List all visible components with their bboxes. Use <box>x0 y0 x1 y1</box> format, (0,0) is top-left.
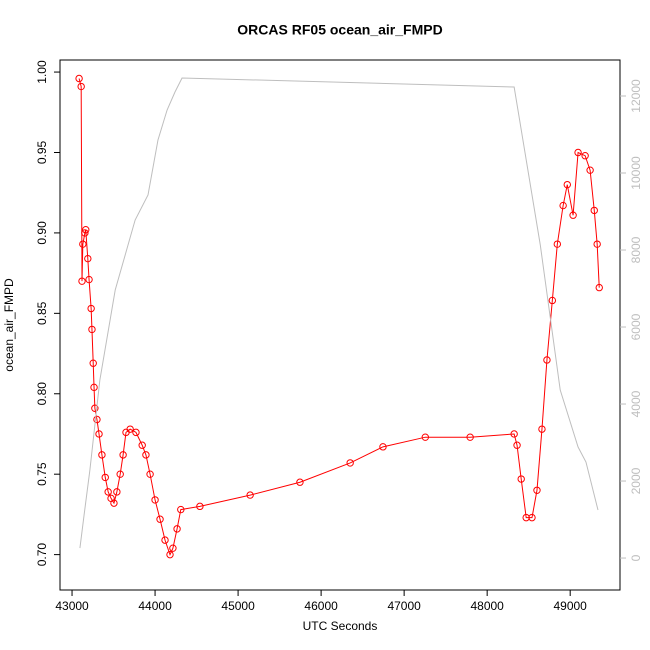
data-point <box>421 433 430 441</box>
y-tick-label: 0.75 <box>35 462 49 486</box>
data-point <box>586 166 594 174</box>
data-point <box>517 475 525 483</box>
y2-tick-label: 10000 <box>629 156 643 190</box>
data-point <box>553 240 562 248</box>
data-point <box>538 425 546 433</box>
y2-tick-label: 6000 <box>629 313 643 340</box>
data-point <box>88 325 96 334</box>
data-point <box>119 451 127 459</box>
y2-tick-label: 2000 <box>629 467 643 494</box>
x-tick-label: 49000 <box>553 599 587 613</box>
data-line <box>78 78 600 556</box>
data-point <box>87 304 95 313</box>
data-point <box>379 443 387 451</box>
data-point <box>563 180 571 189</box>
data-point <box>146 470 154 478</box>
y-tick-label: 0.85 <box>35 301 49 325</box>
data-point <box>569 211 577 219</box>
data-point <box>593 240 601 248</box>
y2-tick-label: 4000 <box>629 390 643 417</box>
y2-tick-label: 0 <box>629 554 643 561</box>
data-point <box>90 383 98 392</box>
data-point <box>77 82 85 91</box>
data-point <box>196 502 204 511</box>
data-point <box>116 470 124 478</box>
data-point <box>138 441 146 449</box>
data-point <box>85 275 93 284</box>
data-point <box>559 201 567 210</box>
data-point <box>169 544 177 552</box>
data-point <box>590 206 598 215</box>
data-point <box>528 513 536 522</box>
data-point <box>466 433 474 441</box>
data-point <box>548 296 557 305</box>
data-point <box>574 148 582 157</box>
data-point <box>513 441 521 449</box>
x-tick-label: 46000 <box>304 599 338 613</box>
data-point <box>151 496 159 504</box>
data-point <box>177 505 185 514</box>
data-point <box>104 488 112 496</box>
x-tick-label: 44000 <box>138 599 172 613</box>
data-point <box>91 404 99 412</box>
data-point <box>173 525 181 533</box>
data-point <box>581 152 589 160</box>
y-axis-label: ocean_air_FMPD <box>2 278 16 372</box>
y-tick-label: 0.80 <box>35 382 49 406</box>
data-point <box>78 277 86 285</box>
y-tick-label: 0.70 <box>35 543 49 567</box>
x-tick-label: 43000 <box>55 599 89 613</box>
data-point <box>84 254 92 263</box>
plot-box <box>59 59 621 591</box>
chart-title: ORCAS RF05 ocean_air_FMPD <box>237 22 442 38</box>
data-point <box>522 513 530 522</box>
data-point <box>132 428 140 437</box>
data-point <box>89 359 97 367</box>
data-point <box>246 491 254 499</box>
data-line <box>79 77 599 549</box>
data-point <box>93 415 101 424</box>
data-point <box>166 550 174 559</box>
y-tick-label: 0.90 <box>35 221 49 245</box>
y-tick-label: 0.95 <box>35 140 49 164</box>
y2-tick-label: 8000 <box>629 236 643 263</box>
data-point <box>126 425 134 433</box>
x-tick-label: 45000 <box>221 599 255 613</box>
data-point <box>543 356 551 364</box>
data-point <box>79 240 87 248</box>
data-point <box>510 430 518 438</box>
y-tick-label: 1.00 <box>35 60 49 84</box>
x-axis-label: UTC Seconds <box>303 619 378 633</box>
data-point <box>95 430 103 438</box>
data-point <box>142 451 150 459</box>
data-point <box>595 283 603 292</box>
data-point <box>101 473 109 482</box>
x-tick-label: 48000 <box>470 599 504 613</box>
data-point <box>81 229 89 237</box>
data-point <box>161 536 169 544</box>
data-point <box>110 499 118 507</box>
data-point <box>533 486 541 494</box>
data-point <box>296 478 304 486</box>
data-point <box>82 225 90 234</box>
data-point <box>75 74 83 83</box>
y2-tick-label: 12000 <box>629 79 643 113</box>
data-point <box>156 515 164 523</box>
data-point <box>113 488 121 496</box>
data-point <box>98 451 106 459</box>
x-tick-label: 47000 <box>387 599 421 613</box>
data-point <box>346 459 354 467</box>
